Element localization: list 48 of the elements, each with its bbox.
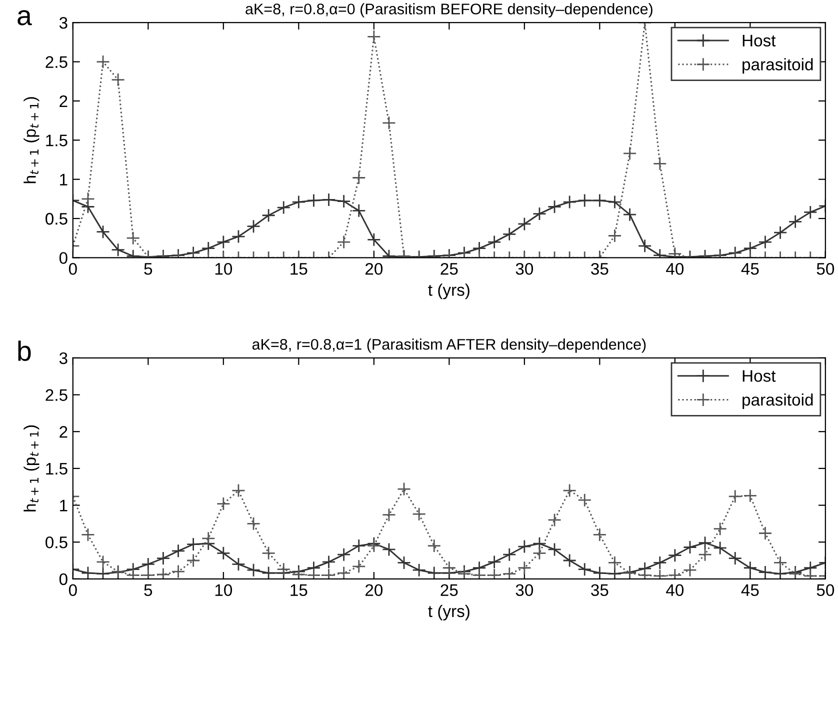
legend-label: parasitoid — [742, 393, 813, 410]
x-tick-label: 10 — [215, 262, 232, 275]
y-axis-title: h$_{t+1}$ (p$_{t+1}$) — [24, 425, 40, 512]
legend-label: Host — [742, 34, 776, 46]
y-tick-label: 1 — [60, 500, 68, 512]
x-tick-label: 10 — [215, 584, 232, 596]
x-tick-label: 50 — [816, 262, 834, 275]
chart-title: aK=8, r=0.8,α=0 (Parasitism BEFORE density–dependence) — [246, 3, 652, 18]
x-tick-label: 30 — [516, 262, 534, 275]
x-tick-label: 40 — [666, 584, 684, 596]
y-tick-label: 2.5 — [46, 56, 68, 68]
x-tick-label: 20 — [365, 584, 383, 596]
x-tick-label: 35 — [591, 584, 608, 596]
y-tick-label: 2 — [60, 95, 68, 107]
x-tick-label: 0 — [68, 584, 77, 596]
x-tick-label: 25 — [440, 584, 458, 596]
x-tick-label: 15 — [290, 584, 308, 596]
y-tick-label: 1.5 — [46, 134, 68, 146]
y-tick-label: 2 — [60, 426, 68, 438]
y-tick-label: 0.5 — [46, 212, 68, 225]
y-tick-label: 0.5 — [46, 536, 68, 548]
y-tick-label: 3 — [59, 352, 68, 364]
y-tick-label: 3 — [59, 16, 68, 29]
x-tick-label: 35 — [591, 262, 608, 275]
y-tick-label: 1.5 — [46, 463, 68, 475]
y-axis-title: h$_{t+1}$ (p$_{t+1}$) — [24, 97, 40, 184]
y-tick-label: 0 — [59, 573, 68, 586]
x-axis-title: t (yrs) — [428, 284, 470, 300]
x-tick-label: 50 — [816, 584, 834, 596]
y-tick-label: 1 — [60, 174, 68, 186]
text: a — [18, 10, 32, 26]
y-tick-label: 0 — [59, 252, 68, 264]
x-tick-label: 45 — [741, 263, 759, 275]
x-tick-label: 30 — [516, 584, 534, 596]
x-tick-label: 25 — [440, 262, 458, 275]
text: b — [18, 340, 31, 361]
x-tick-label: 5 — [144, 263, 152, 275]
x-tick-label: 40 — [666, 262, 684, 275]
y-tick-label: 2.5 — [46, 389, 68, 401]
x-tick-label: 20 — [365, 262, 383, 275]
chart-title: aK=8, r=0.8,α=1 (Parasitism AFTER density–dependence) — [252, 338, 646, 353]
legend-label: parasitoid — [742, 58, 813, 74]
x-tick-label: 0 — [68, 262, 77, 275]
x-tick-label: 5 — [144, 584, 152, 596]
x-tick-label: 15 — [290, 263, 308, 275]
x-tick-label: 45 — [741, 584, 759, 596]
legend-label: Host — [742, 370, 776, 382]
x-axis-title: t (yrs) — [428, 604, 470, 620]
